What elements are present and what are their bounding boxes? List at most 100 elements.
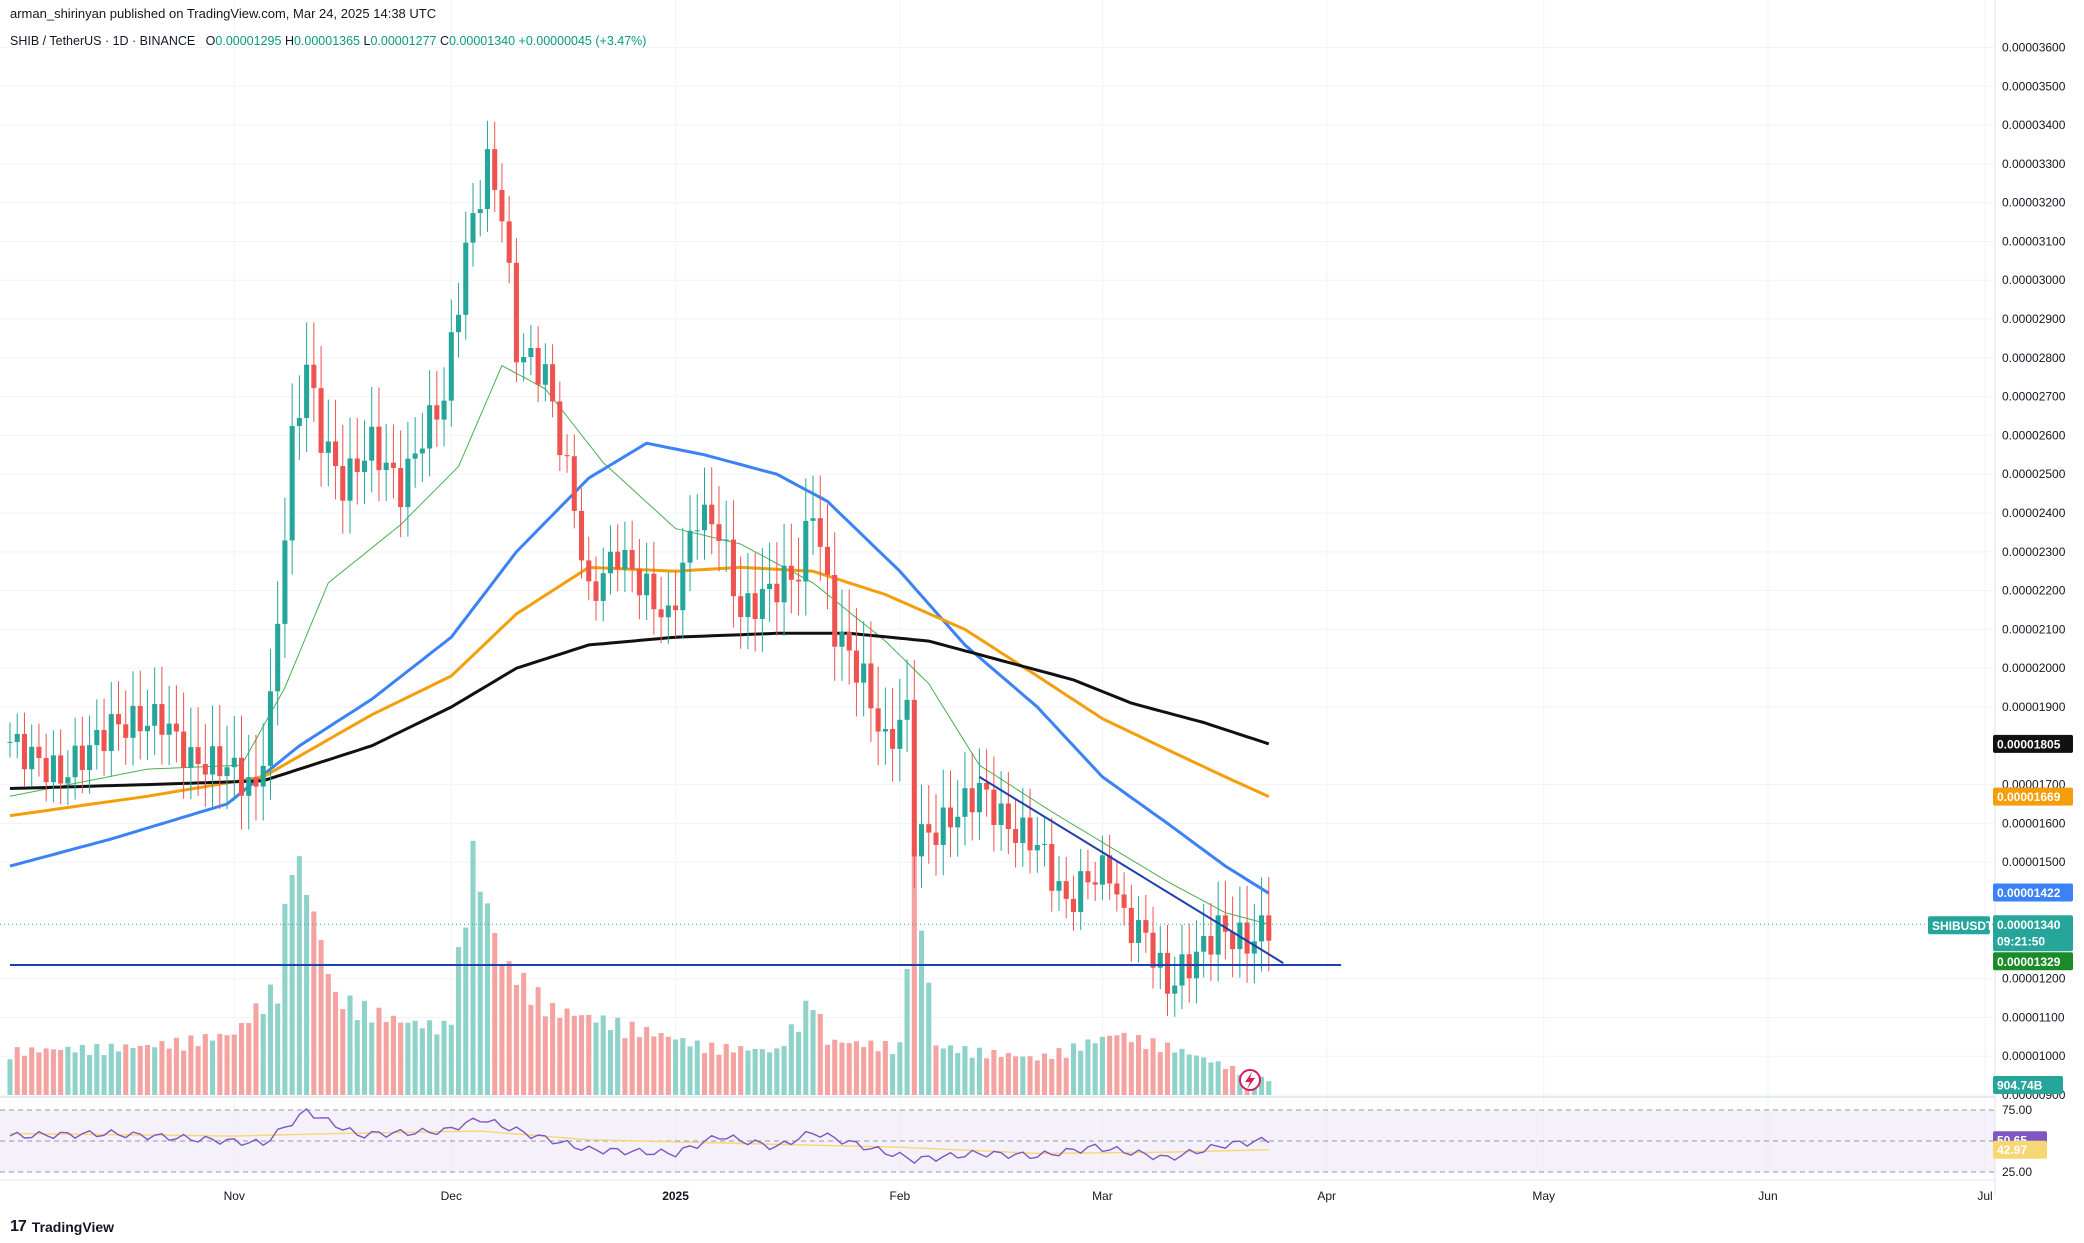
tag-prev-price: 0.00001329 (1997, 955, 2061, 969)
candle-body (962, 788, 968, 817)
symbol-name[interactable]: SHIB / TetherUS · 1D · BINANCE (10, 34, 196, 48)
time-axis: Nov Dec 2025 Feb Mar Apr May Jun Jul (0, 1179, 1995, 1203)
candle-body (658, 609, 664, 618)
price-tick-label: 0.00001000 (2002, 1049, 2066, 1063)
volume-bar (513, 984, 519, 1095)
candle-body (304, 364, 310, 419)
candle-body (152, 704, 158, 726)
volume-bar (976, 1047, 982, 1095)
volume-bar (788, 1024, 794, 1095)
price-tick-label: 0.00003600 (2002, 40, 2066, 54)
volume-bar (752, 1048, 758, 1095)
moving-averages (9, 364, 1270, 925)
candle-body (58, 755, 64, 784)
high-value: 0.00001365 (293, 34, 361, 48)
volume-bar (325, 974, 331, 1095)
volume-bar (564, 1008, 570, 1095)
candle-body (1251, 941, 1257, 954)
candle-body (137, 705, 143, 732)
tag-prev-price-bg (1993, 952, 2073, 971)
candle-body (1020, 817, 1026, 843)
volume-bar (1070, 1043, 1076, 1095)
volume-bar (991, 1050, 997, 1095)
time-tick-label: Jun (1758, 1189, 1777, 1203)
candle-body (803, 520, 809, 582)
candle-body (499, 189, 505, 222)
candle-body (7, 741, 13, 743)
candle-body (774, 583, 780, 603)
candle-body (846, 632, 852, 651)
candle-body (1078, 871, 1084, 913)
candle-body (745, 593, 751, 617)
volume-bar (354, 1020, 360, 1095)
candle-body (1201, 935, 1207, 952)
volume-bar (1237, 1074, 1243, 1095)
volume-bar (832, 1039, 838, 1095)
candle-body (448, 332, 454, 401)
candle-body (1085, 871, 1091, 883)
volume-bar (260, 1014, 266, 1095)
tradingview-logo[interactable]: 17 TradingView (10, 1218, 114, 1236)
candle-body (1215, 915, 1221, 955)
volume-bar (159, 1041, 165, 1095)
candle-body (166, 723, 172, 735)
candle-body (824, 546, 831, 575)
tag-symbol-bg (1928, 916, 1990, 935)
volume-bar (1201, 1057, 1207, 1095)
price-tick-label: 0.00002600 (2002, 428, 2066, 442)
volume-bar (1107, 1035, 1113, 1095)
candle-body (861, 663, 867, 683)
price-tick-label: 0.00002800 (2002, 351, 2066, 365)
candle-body (571, 456, 577, 511)
candle-body (456, 314, 462, 333)
volume-bar (897, 1042, 903, 1095)
lightning-icon[interactable] (1239, 1069, 1261, 1091)
candle-body (564, 455, 570, 457)
candle-body (1027, 817, 1033, 851)
tag-countdown: 09:21:50 (1997, 934, 2045, 948)
candle-body (195, 747, 201, 765)
symbol-ohlc-legend[interactable]: SHIB / TetherUS · 1D · BINANCE O0.000012… (10, 34, 646, 48)
volume-bar (499, 963, 505, 1095)
volume-bar (622, 1038, 628, 1095)
candle-body (810, 518, 816, 521)
volume-bar (224, 1035, 230, 1095)
candle-body (72, 745, 78, 778)
volume-bar (1157, 1052, 1163, 1095)
candle-body (354, 458, 360, 473)
price-tick-label: 0.00001100 (2002, 1010, 2065, 1024)
price-tick-label: 0.00002100 (2002, 622, 2066, 636)
low-label: L (363, 34, 371, 48)
volume-bar (50, 1049, 56, 1095)
time-tick-label: May (1532, 1189, 1555, 1203)
candle-body (188, 747, 194, 768)
volume-bar (470, 840, 476, 1095)
candle-body (680, 562, 686, 611)
volume-bar (1085, 1039, 1091, 1095)
time-tick-label: Jul (1977, 1189, 1992, 1203)
candle-body (1092, 882, 1098, 885)
price-tick-label: 0.00001200 (2002, 972, 2066, 986)
candle-body (1136, 920, 1142, 943)
price-tick-label: 0.00003500 (2002, 79, 2066, 93)
candle-body (636, 569, 642, 596)
volume-bar (340, 1009, 346, 1095)
candle-body (1114, 883, 1120, 895)
volume-bar (636, 1037, 642, 1095)
volume-bar (723, 1043, 729, 1095)
volume-bar (658, 1032, 664, 1095)
volume-bar (210, 1040, 216, 1095)
volume-bar (1164, 1042, 1171, 1095)
candle-body (853, 650, 859, 683)
candle-body (181, 731, 187, 768)
candle-body (87, 745, 93, 771)
volume-bar (108, 1043, 114, 1095)
price-tick-label: 0.00002900 (2002, 312, 2066, 326)
candle-body (904, 699, 910, 720)
candle-body (390, 462, 396, 468)
volume-bar (615, 1017, 621, 1095)
volume-bar (166, 1048, 172, 1095)
volume-bar (94, 1043, 100, 1095)
